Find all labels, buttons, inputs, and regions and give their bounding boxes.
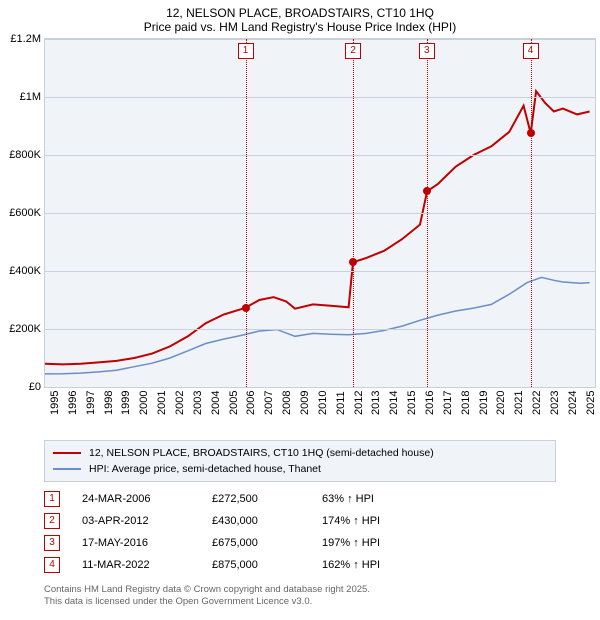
x-tick-label: 2021 <box>513 391 525 415</box>
sales-row-hpi: 197% ↑ HPI <box>322 537 422 549</box>
sales-row: 1 24-MAR-2006£272,50063% ↑ HPI <box>44 488 556 510</box>
x-tick-label: 2005 <box>228 391 240 415</box>
footer-line: Contains HM Land Registry data © Crown c… <box>44 584 556 596</box>
x-tick-label: 2004 <box>210 391 222 415</box>
sale-marker-number: 3 <box>419 43 435 59</box>
y-gridline <box>45 329 595 330</box>
x-tick-label: 2024 <box>567 391 579 415</box>
sales-row-price: £430,000 <box>212 515 322 527</box>
chart-figure: 12, NELSON PLACE, BROADSTAIRS, CT10 1HQ … <box>0 0 600 620</box>
sales-row-number: 3 <box>44 535 60 551</box>
y-tick-label: £0 <box>1 381 41 393</box>
title-subtitle: Price paid vs. HM Land Registry's House … <box>0 20 600 34</box>
sale-marker-number: 4 <box>523 43 539 59</box>
x-tick-label: 1998 <box>103 391 115 415</box>
sales-row: 3 17-MAY-2016£675,000197% ↑ HPI <box>44 532 556 554</box>
legend-label: HPI: Average price, semi-detached house,… <box>89 463 321 475</box>
x-tick-label: 1999 <box>120 391 132 415</box>
sale-marker-line <box>531 39 532 387</box>
x-tick-label: 2002 <box>174 391 186 415</box>
sales-row-number: 4 <box>44 557 60 573</box>
y-tick-label: £400K <box>1 265 41 277</box>
y-tick-label: £1M <box>1 91 41 103</box>
x-tick-label: 2007 <box>263 391 275 415</box>
x-tick-label: 2013 <box>370 391 382 415</box>
y-tick-label: £1.2M <box>1 33 41 45</box>
legend-item: 12, NELSON PLACE, BROADSTAIRS, CT10 1HQ … <box>53 445 547 461</box>
sales-row-price: £875,000 <box>212 559 322 571</box>
sale-marker-number: 1 <box>238 43 254 59</box>
sales-row: 2 03-APR-2012£430,000174% ↑ HPI <box>44 510 556 532</box>
y-gridline <box>45 271 595 272</box>
title-block: 12, NELSON PLACE, BROADSTAIRS, CT10 1HQ … <box>0 0 600 34</box>
sales-row-number: 1 <box>44 491 60 507</box>
x-tick-label: 2008 <box>281 391 293 415</box>
sale-marker-line <box>353 39 354 387</box>
x-tick-label: 2020 <box>495 391 507 415</box>
sale-marker-line <box>246 39 247 387</box>
x-tick-label: 2017 <box>442 391 454 415</box>
x-tick-label: 1995 <box>49 391 61 415</box>
x-tick-label: 2011 <box>335 391 347 415</box>
title-address: 12, NELSON PLACE, BROADSTAIRS, CT10 1HQ <box>0 6 600 20</box>
sales-row-price: £675,000 <box>212 537 322 549</box>
sales-row-number: 2 <box>44 513 60 529</box>
sales-row-date: 11-MAR-2022 <box>82 559 212 571</box>
x-tick-label: 2003 <box>192 391 204 415</box>
x-tick-label: 2009 <box>299 391 311 415</box>
y-gridline <box>45 155 595 156</box>
x-tick-label: 2025 <box>585 391 597 415</box>
sales-row-date: 24-MAR-2006 <box>82 493 212 505</box>
x-tick-label: 2012 <box>353 391 365 415</box>
sales-table: 1 24-MAR-2006£272,50063% ↑ HPI 2 03-APR-201… <box>44 488 556 576</box>
sales-row-hpi: 63% ↑ HPI <box>322 493 422 505</box>
x-tick-label: 2000 <box>138 391 150 415</box>
x-tick-label: 2018 <box>460 391 472 415</box>
x-tick-label: 2010 <box>317 391 329 415</box>
sale-marker-number: 2 <box>345 43 361 59</box>
footer-line: This data is licensed under the Open Gov… <box>44 596 556 608</box>
legend-item: HPI: Average price, semi-detached house,… <box>53 461 547 477</box>
x-tick-label: 2001 <box>156 391 168 415</box>
sales-row-hpi: 174% ↑ HPI <box>322 515 422 527</box>
sales-row-price: £272,500 <box>212 493 322 505</box>
plot-area: £0£200K£400K£600K£800K£1M£1.2M1995199619… <box>44 38 596 388</box>
series-line <box>45 91 590 364</box>
sales-row-hpi: 162% ↑ HPI <box>322 559 422 571</box>
sale-dot <box>527 129 535 137</box>
x-tick-label: 2015 <box>406 391 418 415</box>
x-tick-label: 2022 <box>531 391 543 415</box>
y-gridline <box>45 213 595 214</box>
x-tick-label: 1997 <box>85 391 97 415</box>
sale-dot <box>423 187 431 195</box>
legend-label: 12, NELSON PLACE, BROADSTAIRS, CT10 1HQ … <box>89 447 434 459</box>
y-gridline <box>45 39 595 40</box>
legend-swatch <box>53 468 81 470</box>
sales-row: 4 11-MAR-2022£875,000162% ↑ HPI <box>44 554 556 576</box>
x-tick-label: 2023 <box>549 391 561 415</box>
sale-marker-line <box>427 39 428 387</box>
legend-box: 12, NELSON PLACE, BROADSTAIRS, CT10 1HQ … <box>44 440 556 482</box>
y-gridline <box>45 97 595 98</box>
footer-attribution: Contains HM Land Registry data © Crown c… <box>44 584 556 609</box>
sale-dot <box>242 304 250 312</box>
x-tick-label: 2019 <box>478 391 490 415</box>
sales-row-date: 03-APR-2012 <box>82 515 212 527</box>
x-tick-label: 2006 <box>245 391 257 415</box>
y-tick-label: £600K <box>1 207 41 219</box>
x-tick-label: 1996 <box>67 391 79 415</box>
x-tick-label: 2016 <box>424 391 436 415</box>
sale-dot <box>349 258 357 266</box>
x-tick-label: 2014 <box>388 391 400 415</box>
legend-swatch <box>53 452 81 455</box>
y-tick-label: £800K <box>1 149 41 161</box>
sales-row-date: 17-MAY-2016 <box>82 537 212 549</box>
y-tick-label: £200K <box>1 323 41 335</box>
